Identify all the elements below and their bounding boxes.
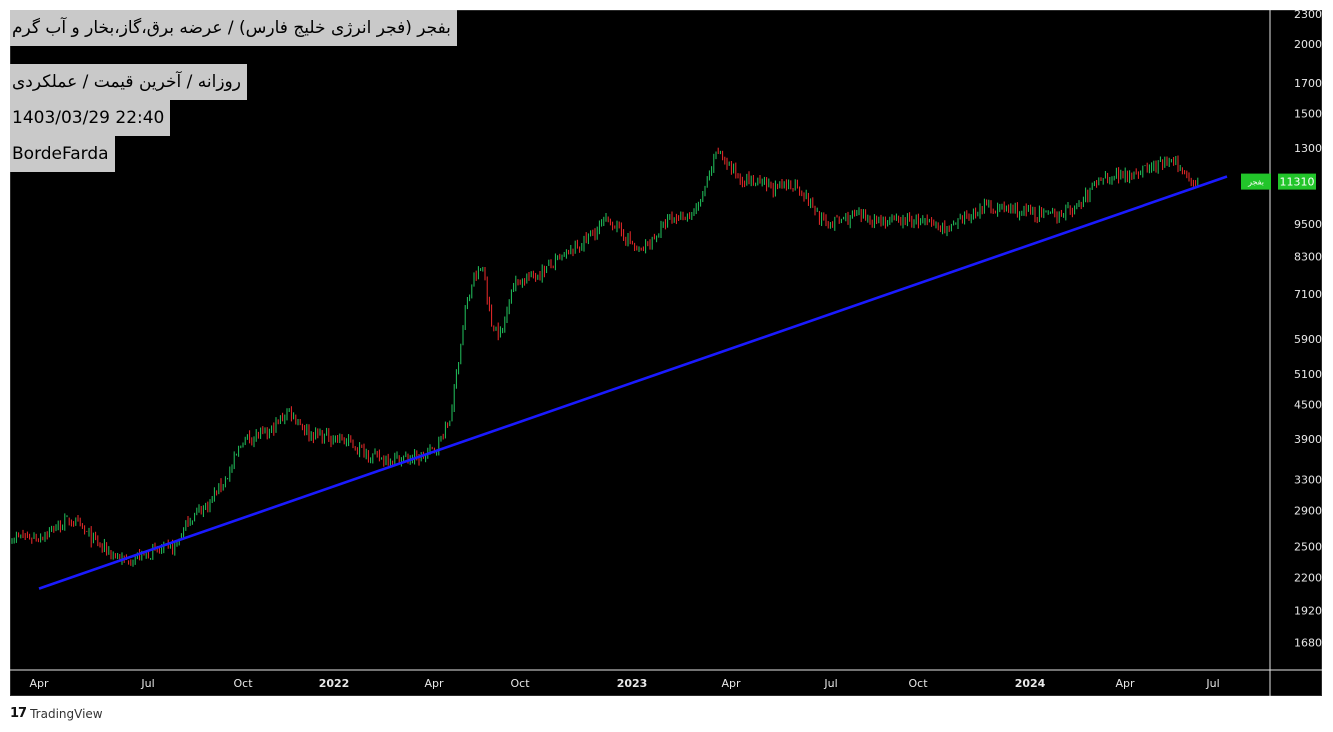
price-tags: 11310 بفجر bbox=[1241, 173, 1316, 190]
y-tick-label: 9500 bbox=[1294, 218, 1322, 231]
y-tick-label: 2500 bbox=[1294, 541, 1322, 554]
y-tick-label: 5900 bbox=[1294, 333, 1322, 346]
tradingview-brand[interactable]: TradingView bbox=[30, 706, 103, 721]
y-tick-label: 3300 bbox=[1294, 473, 1322, 486]
y-tick-label: 5100 bbox=[1294, 368, 1322, 381]
y-tick-label: 17000 bbox=[1294, 77, 1322, 90]
price-chart[interactable]: 23000 20000 17000 15000 13000 9500 8300 7100 590… bbox=[10, 10, 1322, 696]
y-tick-label: 2900 bbox=[1294, 505, 1322, 518]
x-tick-label: 2024 bbox=[1015, 677, 1046, 690]
y-tick-label: 3900 bbox=[1294, 433, 1322, 446]
datetime-label: 1403/03/29 22:40 bbox=[10, 100, 171, 136]
chart-frame[interactable] bbox=[10, 10, 1322, 696]
y-tick-label: 13000 bbox=[1294, 142, 1322, 155]
y-tick-label: 1680 bbox=[1294, 637, 1322, 650]
symbol-tag-label: بفجر bbox=[1247, 178, 1264, 187]
x-tick-label: Jul bbox=[1205, 677, 1219, 690]
tradingview-logo-icon: 17 bbox=[10, 706, 27, 721]
footer[interactable]: 17 TradingView bbox=[10, 706, 103, 721]
symbol-title: بفجر (فجر انرژی خلیج فارس) / عرضه برق،گا… bbox=[10, 10, 457, 46]
x-tick-label: Apr bbox=[424, 677, 444, 690]
x-tick-label: 2022 bbox=[319, 677, 350, 690]
chart-settings-label: روزانه / آخرین قیمت / عملکردی bbox=[10, 64, 247, 100]
x-tick-label: Apr bbox=[29, 677, 49, 690]
x-tick-label: Jul bbox=[823, 677, 837, 690]
y-tick-label: 20000 bbox=[1294, 38, 1322, 51]
y-tick-label: 1920 bbox=[1294, 604, 1322, 617]
y-tick-label: 2200 bbox=[1294, 571, 1322, 584]
symbol-tag bbox=[1241, 173, 1271, 190]
y-tick-label: 23000 bbox=[1294, 10, 1322, 21]
last-price-label: 11310 bbox=[1280, 176, 1315, 189]
time-axis[interactable]: Apr Jul Oct 2022 Apr Oct 2023 Apr Jul Oct 2024 Apr J… bbox=[10, 669, 1322, 690]
last-price-tag bbox=[1278, 173, 1316, 190]
y-tick-label: 8300 bbox=[1294, 250, 1322, 263]
x-tick-label: Oct bbox=[233, 677, 253, 690]
x-tick-label: Oct bbox=[908, 677, 928, 690]
x-tick-label: Apr bbox=[1115, 677, 1135, 690]
author-label: BordeFarda bbox=[10, 136, 115, 172]
x-tick-label: 2023 bbox=[617, 677, 648, 690]
x-tick-label: Oct bbox=[510, 677, 530, 690]
candles-layer bbox=[11, 147, 1199, 567]
x-tick-label: Jul bbox=[140, 677, 154, 690]
trendline-layer[interactable] bbox=[38, 175, 1228, 590]
y-tick-label: 7100 bbox=[1294, 288, 1322, 301]
trendline[interactable] bbox=[38, 175, 1228, 590]
x-tick-label: Apr bbox=[721, 677, 741, 690]
price-axis[interactable]: 23000 20000 17000 15000 13000 9500 8300 7100 590… bbox=[1269, 10, 1322, 696]
y-tick-label: 15000 bbox=[1294, 107, 1322, 120]
y-tick-label: 4500 bbox=[1294, 398, 1322, 411]
